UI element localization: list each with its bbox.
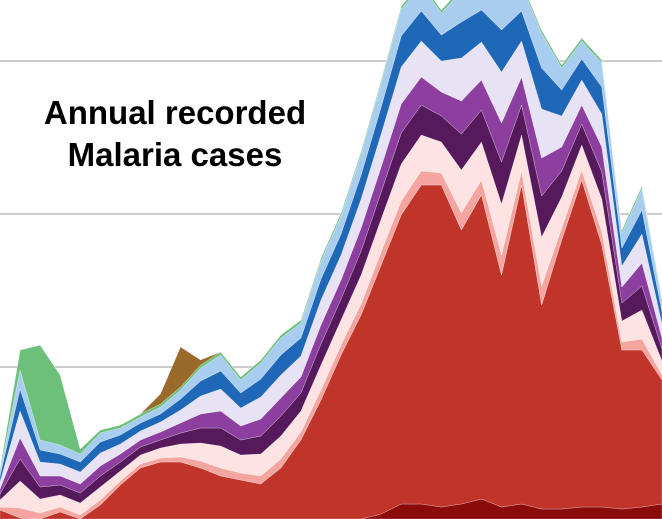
area-layer: [0, 498, 662, 519]
chart-title: Annual recorded Malaria cases: [43, 94, 307, 173]
area-layer: [0, 0, 662, 469]
